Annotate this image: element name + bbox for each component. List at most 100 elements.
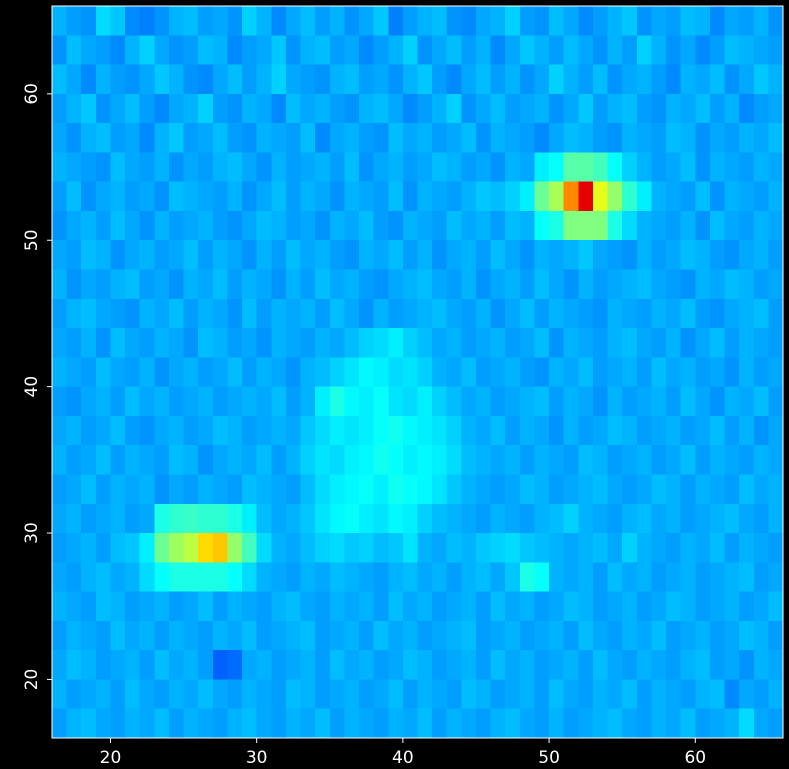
heatmap-cell <box>549 591 565 622</box>
heatmap-cell <box>242 298 258 329</box>
heatmap-cell <box>52 503 68 534</box>
heatmap-cell <box>549 152 565 183</box>
heatmap-cell <box>212 650 228 680</box>
heatmap-cell <box>242 562 258 593</box>
heatmap-cell <box>519 269 535 300</box>
heatmap-cell <box>242 93 258 124</box>
heatmap-cell <box>329 240 345 271</box>
heatmap-cell <box>695 533 711 563</box>
heatmap-cell <box>183 35 199 66</box>
heatmap-cell <box>695 679 711 710</box>
heatmap-cell <box>607 386 623 417</box>
heatmap-cell <box>549 474 565 505</box>
heatmap-cell <box>549 357 565 388</box>
heatmap-cell <box>300 445 316 475</box>
heatmap-cell <box>359 620 375 651</box>
heatmap-cell <box>490 35 506 66</box>
heatmap-cell <box>563 328 579 358</box>
heatmap-cell <box>549 93 565 124</box>
heatmap-cell <box>95 650 111 680</box>
heatmap-cell <box>329 269 345 300</box>
heatmap-cell <box>329 210 345 241</box>
heatmap-cell <box>315 298 331 329</box>
heatmap-cell <box>154 298 170 329</box>
heatmap-cell <box>505 152 521 183</box>
heatmap-cell <box>256 503 272 534</box>
heatmap-cell <box>695 240 711 271</box>
heatmap-cell <box>315 474 331 505</box>
heatmap-cell <box>139 620 155 651</box>
heatmap-cell <box>344 181 360 212</box>
heatmap-cell <box>592 474 609 505</box>
heatmap-cell <box>490 298 506 329</box>
heatmap-cell <box>622 93 638 124</box>
heatmap-cell <box>446 210 462 241</box>
heatmap-cell <box>607 269 623 300</box>
heatmap-cell <box>695 708 711 739</box>
heatmap-cell <box>212 123 228 153</box>
heatmap-cell <box>563 35 579 66</box>
heatmap-cell <box>505 123 521 153</box>
heatmap-cell <box>344 64 360 95</box>
heatmap-cell <box>198 445 214 475</box>
heatmap-cell <box>563 708 579 739</box>
heatmap-cell <box>315 386 331 417</box>
heatmap-cell <box>125 620 141 651</box>
heatmap-cell <box>607 533 623 563</box>
heatmap-cell <box>212 210 228 241</box>
heatmap-cell <box>168 620 185 651</box>
heatmap-cell <box>81 533 97 563</box>
heatmap-cell <box>154 6 170 36</box>
heatmap-cell <box>636 210 652 241</box>
heatmap-cell <box>300 533 316 563</box>
heatmap-cell <box>154 240 170 271</box>
heatmap-cell <box>432 152 448 183</box>
heatmap-cell <box>198 298 214 329</box>
heatmap-cell <box>739 650 755 680</box>
y-tick-label: 60 <box>22 83 42 105</box>
heatmap-cell <box>125 181 141 212</box>
heatmap-cell <box>125 357 141 388</box>
y-tick-label: 30 <box>22 522 42 544</box>
heatmap-cell <box>183 152 199 183</box>
heatmap-cell <box>95 298 111 329</box>
heatmap-cell <box>490 708 506 739</box>
heatmap-cell <box>212 152 228 183</box>
heatmap-cell <box>534 181 550 212</box>
heatmap-cell <box>227 708 243 739</box>
heatmap-cell <box>505 415 521 446</box>
heatmap-cell <box>402 386 418 417</box>
heatmap-cell <box>81 181 97 212</box>
heatmap-cell <box>285 6 302 36</box>
heatmap-cell <box>300 240 316 271</box>
heatmap-cell <box>242 679 258 710</box>
x-tick-label: 50 <box>538 748 560 768</box>
heatmap-cell <box>373 181 389 212</box>
heatmap-cell <box>607 64 623 95</box>
heatmap-cell <box>300 708 316 739</box>
heatmap-cell <box>125 328 141 358</box>
heatmap-cell <box>607 298 623 329</box>
heatmap-cell <box>154 64 170 95</box>
heatmap-cell <box>125 210 141 241</box>
heatmap-cell <box>563 445 579 475</box>
heatmap-cell <box>592 679 609 710</box>
heatmap-cell <box>300 93 316 124</box>
heatmap-cell <box>359 210 375 241</box>
heatmap-cell <box>154 357 170 388</box>
heatmap-cell <box>300 123 316 153</box>
heatmap-cell <box>432 357 448 388</box>
heatmap-cell <box>139 386 155 417</box>
heatmap-cell <box>739 6 755 36</box>
heatmap-cell <box>417 328 433 358</box>
heatmap-cell <box>168 152 185 183</box>
heatmap-cell <box>271 269 287 300</box>
heatmap-cell <box>709 591 726 622</box>
heatmap-cell <box>388 708 404 739</box>
heatmap-cell <box>651 152 667 183</box>
heatmap-cell <box>168 415 185 446</box>
heatmap-cell <box>402 679 418 710</box>
heatmap-cell <box>519 708 535 739</box>
heatmap-cell <box>709 679 726 710</box>
heatmap-cell <box>81 298 97 329</box>
